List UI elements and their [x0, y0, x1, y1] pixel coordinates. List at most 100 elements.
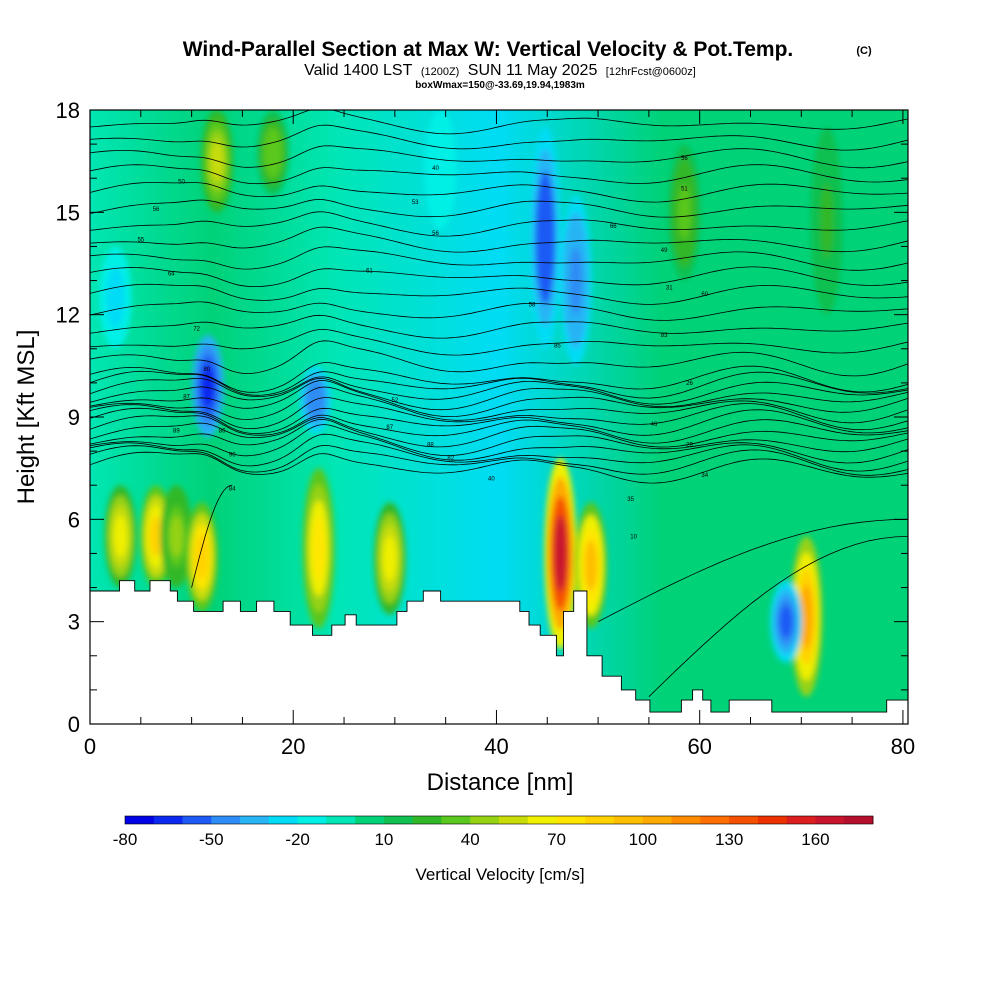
- colorbar: -80 -50 -20 10 40 70 100 130 160: [113, 815, 874, 849]
- colorbar-frame: [124, 815, 874, 825]
- theta-label: 56: [681, 156, 688, 162]
- copyright-mark: (C): [856, 45, 872, 57]
- y-axis: 0 3 6 9 12 15 18: [56, 98, 908, 737]
- velocity-cell: [185, 502, 218, 612]
- theta-label: 60: [701, 292, 708, 298]
- colorbar-tick-label: 10: [374, 830, 393, 849]
- x-axis: 0 20 40 60 80: [84, 110, 915, 759]
- colorbar-swatch: [786, 816, 816, 824]
- theta-contour: [90, 418, 908, 456]
- theta-contours: [90, 110, 908, 697]
- theta-label: 58: [529, 302, 536, 308]
- colorbar-swatch: [153, 816, 183, 824]
- theta-contour: [90, 164, 908, 185]
- theta-label: 83: [661, 333, 668, 339]
- y-tick-label: 18: [56, 98, 80, 123]
- colorbar-tick-label: 130: [715, 830, 743, 849]
- velocity-cell: [770, 580, 803, 663]
- colorbar-swatch: [671, 816, 701, 824]
- velocity-cell: [160, 485, 193, 588]
- velocity-cell-level: [266, 135, 280, 170]
- forecast-info: [12hrFcst@0600z]: [606, 66, 696, 78]
- colorbar-tick-label: -80: [113, 830, 138, 849]
- plot-area: 50 56 55 64 72 80 87 86 89 90 40 53 56 61 84 58 85 52 87 88…: [90, 110, 908, 724]
- theta-contour: [90, 226, 908, 253]
- theta-contour: [597, 518, 908, 623]
- theta-contour: [90, 124, 908, 151]
- velocity-cell: [302, 468, 335, 629]
- velocity-cell-level: [312, 516, 326, 581]
- colorbar-swatch: [729, 816, 759, 824]
- colorbar-swatch: [844, 816, 874, 824]
- x-tick-label: 60: [687, 734, 711, 759]
- x-tick-label: 0: [84, 734, 96, 759]
- colorbar-swatch: [441, 816, 471, 824]
- theta-contour: [90, 377, 908, 411]
- theta-label: 55: [137, 238, 144, 244]
- theta-contour: [191, 484, 233, 588]
- theta-contour: [90, 414, 908, 444]
- theta-contour: [90, 362, 908, 393]
- theta-contour: [90, 328, 908, 356]
- velocity-cell-level: [678, 185, 691, 240]
- y-axis-label: Height [Kft MSL]: [13, 330, 40, 505]
- theta-contour: [90, 266, 908, 287]
- theta-contour: [90, 182, 908, 203]
- colorbar-tick-label: 160: [801, 830, 829, 849]
- theta-label: 87: [386, 425, 393, 431]
- theta-contour: [90, 145, 908, 169]
- theta-label: 10: [630, 534, 637, 540]
- theta-label: 61: [366, 268, 373, 274]
- colorbar-swatch: [240, 816, 270, 824]
- theta-contour: [90, 376, 908, 405]
- velocity-cell-level: [169, 515, 183, 557]
- velocity-cell-level: [109, 277, 122, 319]
- theta-contour: [90, 283, 908, 305]
- box-info: boxWmax=150@-33.69,19.94,1983m: [415, 80, 585, 91]
- theta-contour: [90, 386, 908, 424]
- velocity-cell: [424, 110, 457, 230]
- theta-contour: [90, 407, 908, 436]
- x-tick-label: 20: [281, 734, 305, 759]
- velocity-cell-level: [799, 584, 813, 649]
- theta-contour: [90, 444, 908, 476]
- theta-contour: [90, 451, 908, 484]
- colorbar-swatch: [383, 816, 414, 824]
- y-tick-label: 9: [68, 405, 80, 430]
- theta-contour: [90, 211, 908, 237]
- theta-contour: [90, 198, 908, 218]
- theta-label: 51: [681, 186, 688, 192]
- colorbar-swatch: [585, 816, 615, 824]
- theta-label: 85: [554, 343, 561, 349]
- theta-contour: [90, 314, 908, 339]
- theta-label: 56: [153, 207, 160, 213]
- colorbar-swatch: [642, 816, 673, 824]
- colorbar-swatch: [815, 816, 845, 824]
- colorbar-swatch: [527, 816, 557, 824]
- y-tick-label: 12: [56, 303, 80, 328]
- velocity-cell-level: [195, 535, 209, 579]
- velocity-cell-level: [779, 605, 793, 639]
- theta-label: 66: [610, 224, 617, 230]
- y-tick-label: 6: [68, 507, 80, 532]
- theta-label: 46: [651, 422, 658, 428]
- velocity-cell: [373, 502, 406, 615]
- theta-contour: [90, 417, 908, 448]
- velocity-cell: [104, 485, 137, 588]
- velocity-cell: [810, 127, 843, 315]
- colorbar-tick-label: -20: [285, 830, 310, 849]
- colorbar-swatch: [499, 816, 529, 824]
- velocity-cell-level: [114, 515, 127, 557]
- velocity-cell: [529, 127, 562, 349]
- colorbar-label: Vertical Velocity [cm/s]: [415, 865, 584, 884]
- theta-label: 82: [447, 456, 454, 462]
- theta-label: 52: [392, 398, 399, 404]
- velocity-cell-level: [383, 536, 397, 582]
- theta-label: 86: [219, 429, 226, 435]
- colorbar-swatch: [355, 816, 385, 824]
- theta-label: 34: [701, 473, 708, 479]
- theta-label: 84: [229, 487, 236, 493]
- valid-date: SUN 11 May 2025: [468, 62, 598, 79]
- theta-label: 40: [432, 166, 439, 172]
